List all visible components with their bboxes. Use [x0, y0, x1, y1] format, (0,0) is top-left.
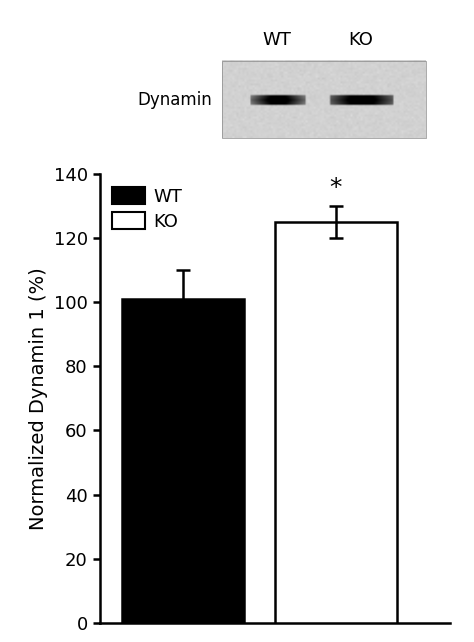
Bar	[222, 62, 426, 139]
Y-axis label: Normalized Dynamin 1 (%): Normalized Dynamin 1 (%)	[29, 267, 48, 530]
Text: Dynamin: Dynamin	[137, 91, 212, 109]
Text: WT: WT	[263, 31, 292, 49]
Text: KO: KO	[348, 31, 373, 49]
Legend: WT, KO: WT, KO	[109, 183, 186, 234]
Text: *: *	[330, 176, 342, 200]
Bar	[122, 299, 245, 623]
Bar	[275, 222, 397, 623]
